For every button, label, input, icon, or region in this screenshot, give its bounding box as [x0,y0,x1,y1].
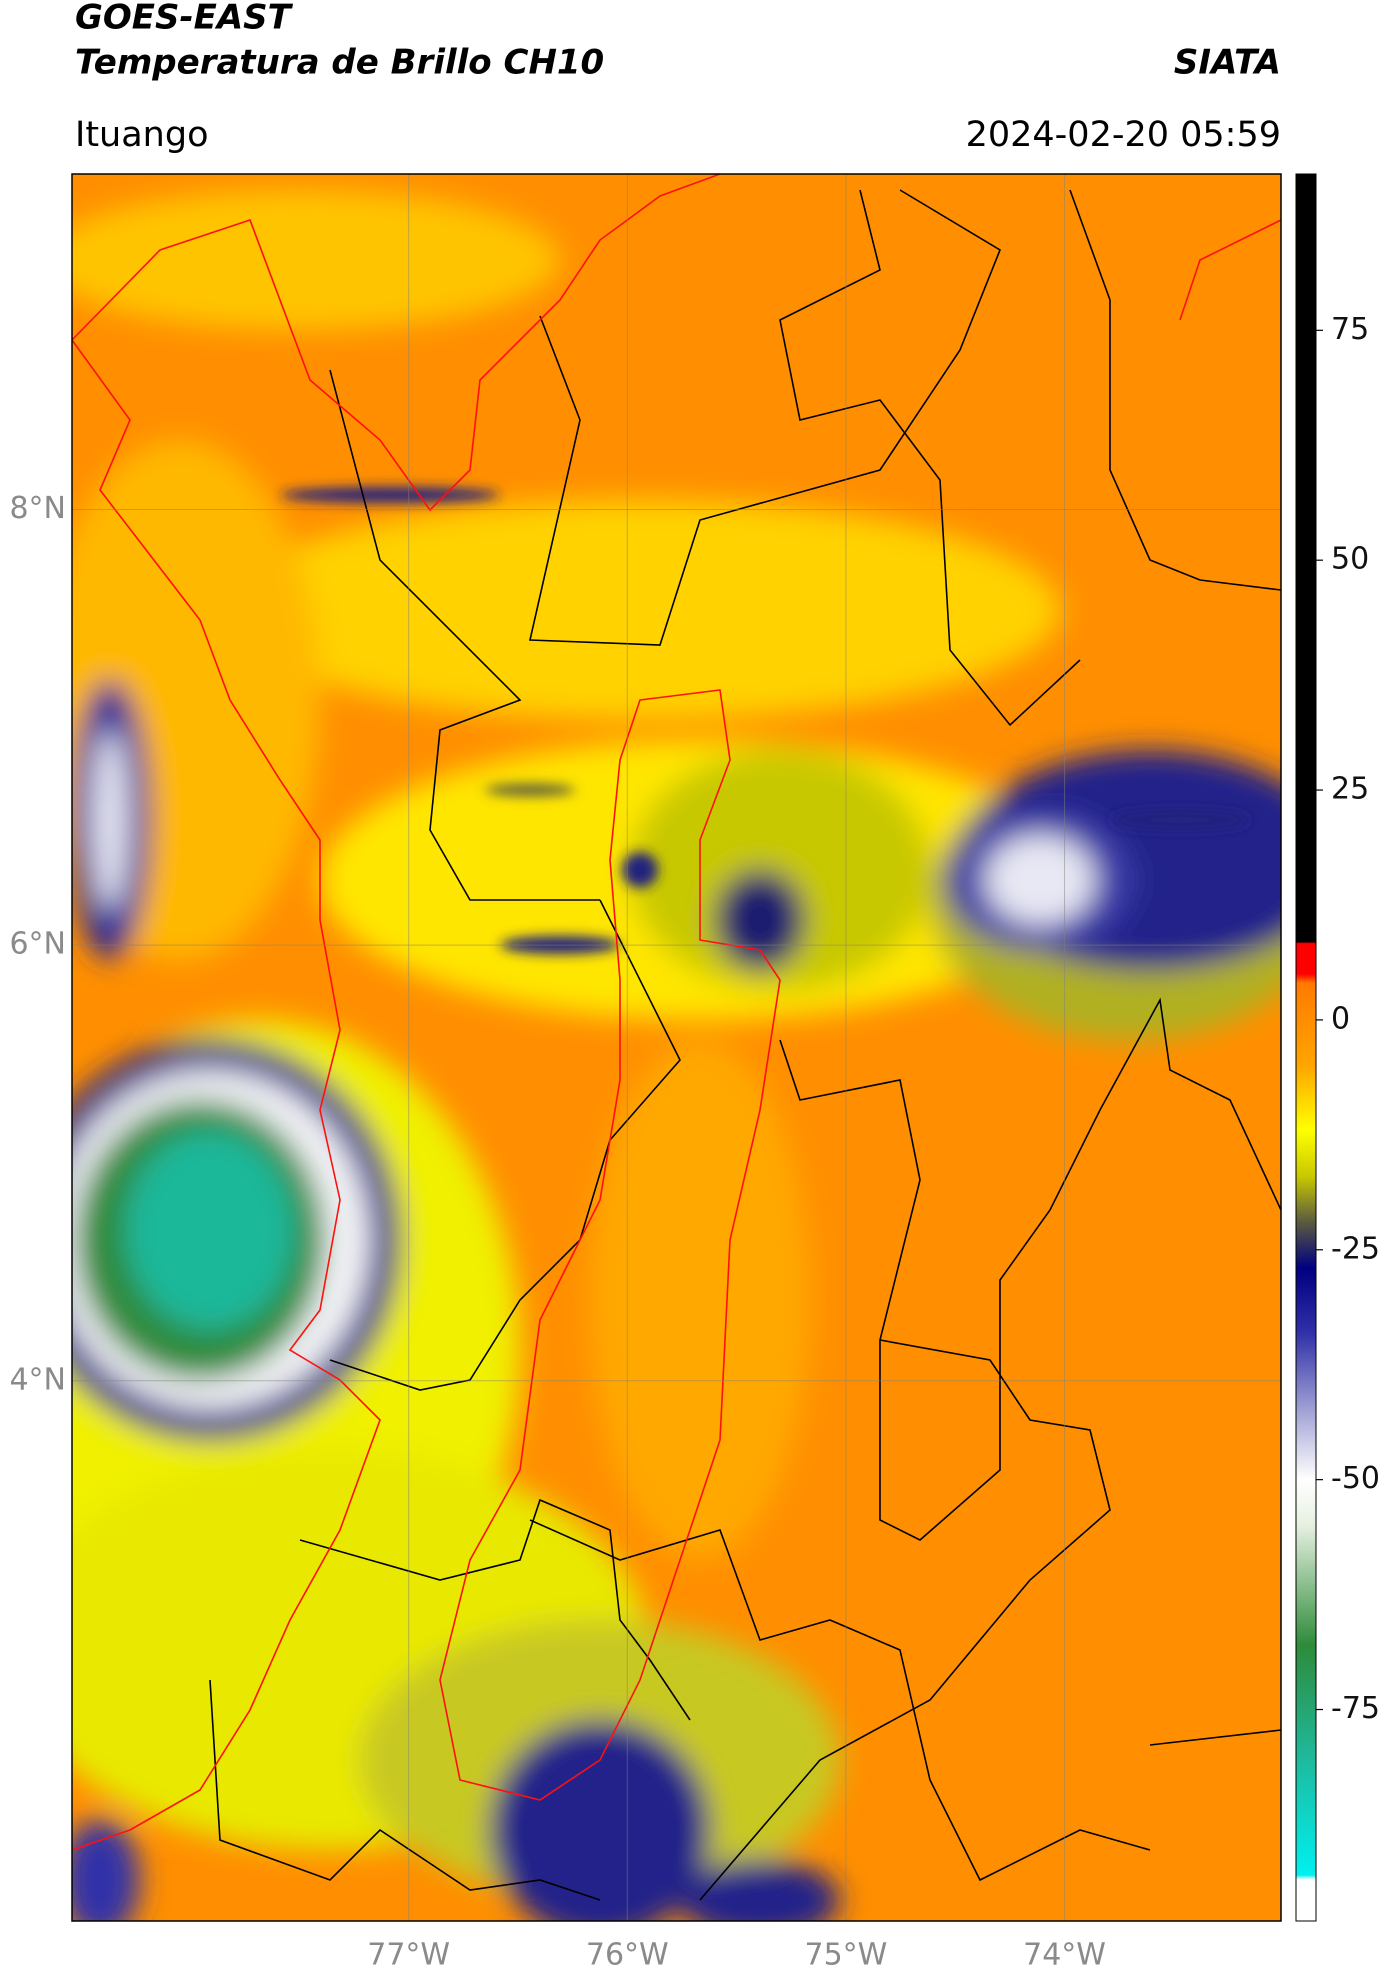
datetime: 2024-02-20 05:59 [966,115,1281,155]
colorbar-tick-label: -50 [1331,1461,1380,1496]
lon-tick-label: 77°W [367,1938,450,1973]
colorbar-tick-label: 25 [1331,772,1369,807]
lon-tick-label: 76°W [586,1938,669,1973]
cloud-field [72,190,1281,1921]
title-line-1: GOES-EAST [75,0,294,38]
colorbar-tick-label: 50 [1331,542,1369,577]
gridlines [72,174,1281,1921]
cloud-streaks [280,487,1250,954]
borders [209,189,1281,1901]
satellite-image [72,174,1281,1921]
map-frame [71,173,1282,1922]
lon-tick-label: 74°W [1023,1938,1106,1973]
lat-tick-label: 8°N [9,491,66,526]
red-borders [72,174,1281,1851]
lat-tick-label: 4°N [9,1362,66,1397]
colorbar-tick-label: 0 [1331,1001,1350,1036]
colorbar: -75 -50 -25 0 25 50 75 [1295,173,1380,1922]
lon-tick-label: 75°W [805,1938,888,1973]
colorbar-tick-label: -25 [1331,1231,1380,1266]
colorbar-fill [1295,173,1317,1922]
colorbar-tick-label: -75 [1331,1691,1380,1726]
location: Ituango [75,115,209,155]
organization: SIATA [1174,43,1281,83]
lat-tick-label: 6°N [9,927,66,962]
title-line-2: Temperatura de Brillo CH10 [75,43,604,83]
colorbar-tick-label: 75 [1331,312,1369,347]
